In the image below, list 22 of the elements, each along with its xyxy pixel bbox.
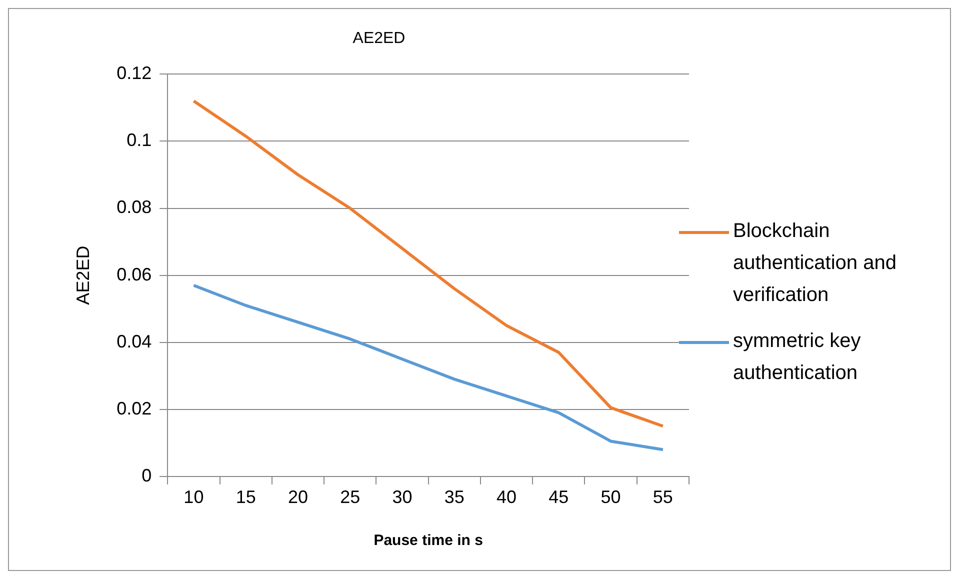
- y-tick-label: 0: [142, 465, 152, 486]
- legend-label: Blockchain authentication and verification: [733, 219, 898, 308]
- y-tick-label: 0.12: [116, 63, 152, 84]
- y-tick-label: 0.06: [116, 264, 152, 284]
- x-tick-label: 35: [444, 487, 464, 508]
- x-tick-label: 15: [236, 487, 256, 508]
- x-tick-label: 40: [496, 487, 517, 508]
- y-tick-label: 0.08: [116, 197, 152, 218]
- x-tick-label: 10: [184, 487, 204, 508]
- x-tick-label: 55: [652, 487, 673, 508]
- x-axis-title: Pause time in s: [374, 532, 483, 550]
- x-tick-label: 30: [392, 487, 412, 508]
- x-tick-label: 25: [340, 487, 360, 508]
- legend-label: symmetric key authentication: [733, 329, 862, 386]
- x-tick-label: 45: [548, 487, 569, 508]
- y-tick-label: 0.04: [116, 331, 152, 352]
- y-axis-title: AE2ED: [72, 246, 93, 305]
- chart-title: AE2ED: [352, 30, 406, 48]
- y-tick-label: 0.02: [116, 398, 152, 418]
- x-tick-label: 50: [600, 487, 621, 508]
- x-tick-label: 20: [288, 487, 308, 508]
- y-tick-label: 0.1: [126, 130, 152, 150]
